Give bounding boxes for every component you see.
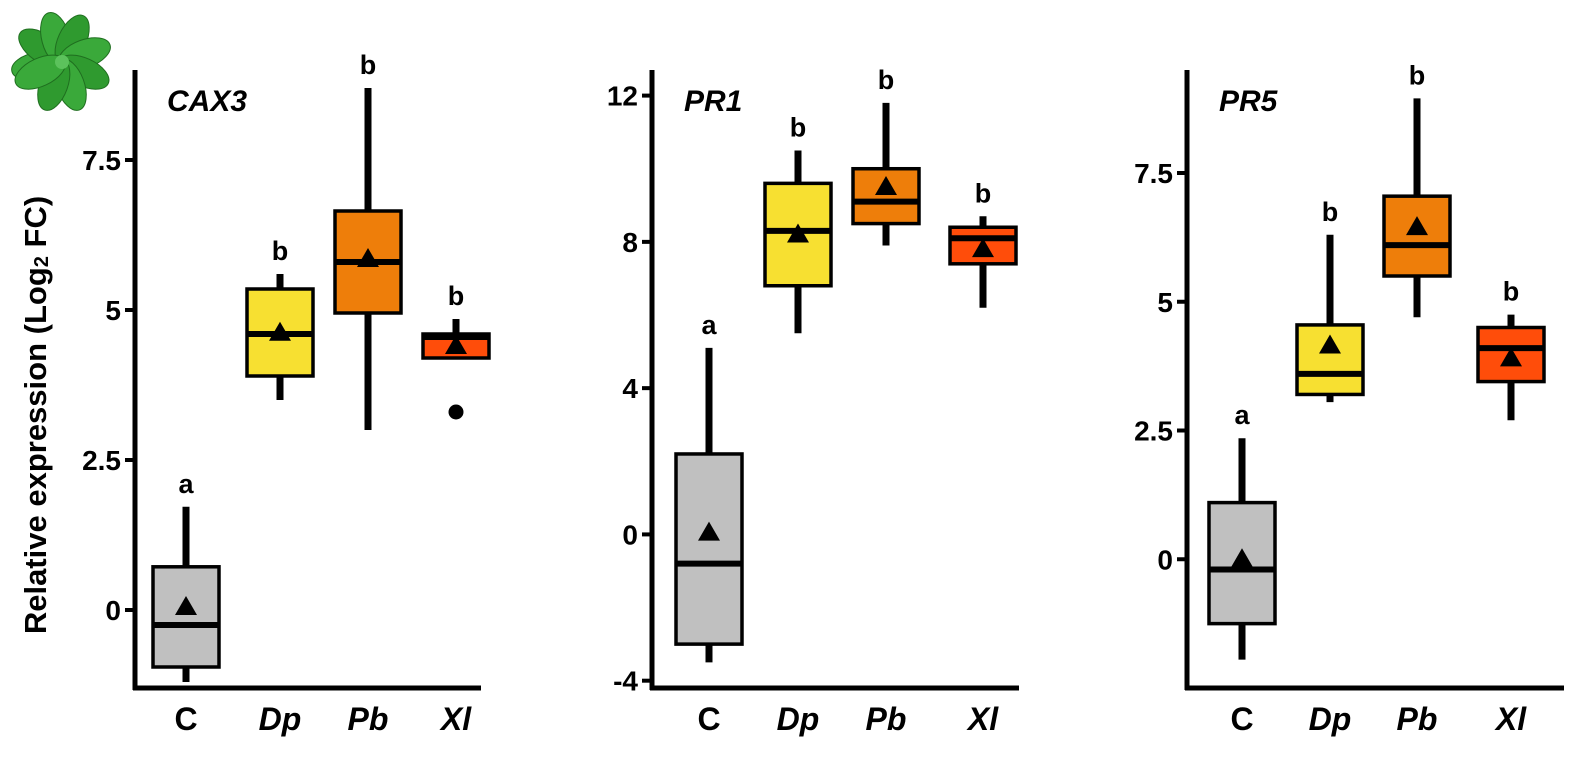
y-tick-label: 5 bbox=[1157, 287, 1173, 318]
y-tick-label: 5 bbox=[105, 295, 121, 326]
box-c: a bbox=[674, 310, 744, 663]
mean-marker bbox=[175, 596, 197, 615]
box-dp: b bbox=[1295, 197, 1365, 403]
y-tick-label: 7.5 bbox=[82, 145, 121, 176]
y-tick-label: 0 bbox=[105, 595, 121, 626]
y-tick-label: 2.5 bbox=[82, 445, 121, 476]
x-tick-label: Pb bbox=[1397, 701, 1438, 737]
panel-pr1: -4 0 4 8 12 PR1 a Cb Dp b Pb b Xl bbox=[607, 65, 1019, 737]
box-c: a bbox=[1207, 400, 1277, 660]
y-tick-label: 0 bbox=[622, 519, 638, 550]
y-tick-label: 8 bbox=[622, 227, 638, 258]
panel-title: PR1 bbox=[684, 85, 742, 118]
x-tick-label: C bbox=[697, 701, 720, 737]
mean-marker bbox=[357, 248, 379, 267]
x-tick-label: Dp bbox=[259, 701, 302, 737]
panels: 0 2.5 5 7.5 CAX3 a Cb Dp b Pb b Xl -4 0 4 8 12 PR1 a Cb Dp b P… bbox=[82, 50, 1564, 737]
box bbox=[674, 452, 744, 646]
panel-title: PR5 bbox=[1219, 85, 1279, 118]
significance-letter: a bbox=[178, 469, 194, 499]
box-pb: b bbox=[1382, 60, 1452, 318]
box-c: a bbox=[151, 469, 221, 682]
mean-marker bbox=[1500, 347, 1522, 367]
x-tick-label: Xl bbox=[966, 701, 999, 737]
mean-marker bbox=[1406, 216, 1428, 236]
y-tick-label: 12 bbox=[607, 81, 638, 112]
y-tick-label: 0 bbox=[1157, 544, 1173, 575]
significance-letter: a bbox=[1234, 400, 1250, 430]
significance-letter: b bbox=[1409, 60, 1426, 90]
x-tick-label: C bbox=[1230, 701, 1253, 737]
box-xl: b bbox=[948, 178, 1018, 308]
x-tick-label: Dp bbox=[1309, 701, 1352, 737]
box-pb: b bbox=[333, 50, 403, 430]
box bbox=[151, 565, 221, 669]
significance-letter: b bbox=[272, 236, 289, 266]
significance-letter: b bbox=[878, 65, 895, 95]
mean-marker bbox=[875, 176, 897, 196]
mean-marker bbox=[972, 238, 994, 258]
mean-marker bbox=[1231, 548, 1253, 568]
x-tick-label: Xl bbox=[439, 701, 472, 737]
significance-letter: b bbox=[1322, 197, 1339, 227]
box-dp: b bbox=[763, 112, 833, 334]
box-pb: b bbox=[851, 65, 921, 246]
mean-marker bbox=[787, 223, 809, 243]
panel-title: CAX3 bbox=[167, 85, 247, 118]
mean-marker bbox=[1319, 334, 1341, 354]
significance-letter: b bbox=[360, 50, 377, 80]
y-tick-label: 2.5 bbox=[1134, 416, 1173, 447]
y-tick-label: 4 bbox=[622, 373, 638, 404]
plant-rosette-icon bbox=[11, 11, 111, 111]
box bbox=[1382, 194, 1452, 278]
panel-cax3: 0 2.5 5 7.5 CAX3 a Cb Dp b Pb b Xl bbox=[82, 50, 491, 737]
significance-letter: b bbox=[975, 178, 992, 208]
panel-pr5: 0 2.5 5 7.5 PR5 a Cb Dp b Pb b Xl bbox=[1134, 60, 1564, 737]
mean-marker bbox=[445, 335, 467, 354]
significance-letter: a bbox=[701, 310, 717, 340]
x-tick-label: C bbox=[174, 701, 197, 737]
x-tick-label: Pb bbox=[866, 701, 907, 737]
box-xl: b bbox=[1476, 277, 1546, 421]
box-xl: b bbox=[421, 281, 491, 420]
mean-marker bbox=[269, 321, 291, 341]
x-tick-label: Dp bbox=[777, 701, 820, 737]
significance-letter: b bbox=[448, 281, 465, 311]
mean-marker bbox=[698, 521, 720, 541]
y-tick-label: -4 bbox=[613, 666, 638, 697]
significance-letter: b bbox=[790, 112, 807, 142]
rosette-center bbox=[55, 55, 69, 69]
x-tick-label: Pb bbox=[348, 701, 389, 737]
y-tick-label: 7.5 bbox=[1134, 158, 1173, 189]
box-dp: b bbox=[245, 236, 315, 400]
x-tick-label: Xl bbox=[1494, 701, 1527, 737]
outlier-point bbox=[448, 404, 464, 420]
significance-letter: b bbox=[1503, 277, 1520, 307]
